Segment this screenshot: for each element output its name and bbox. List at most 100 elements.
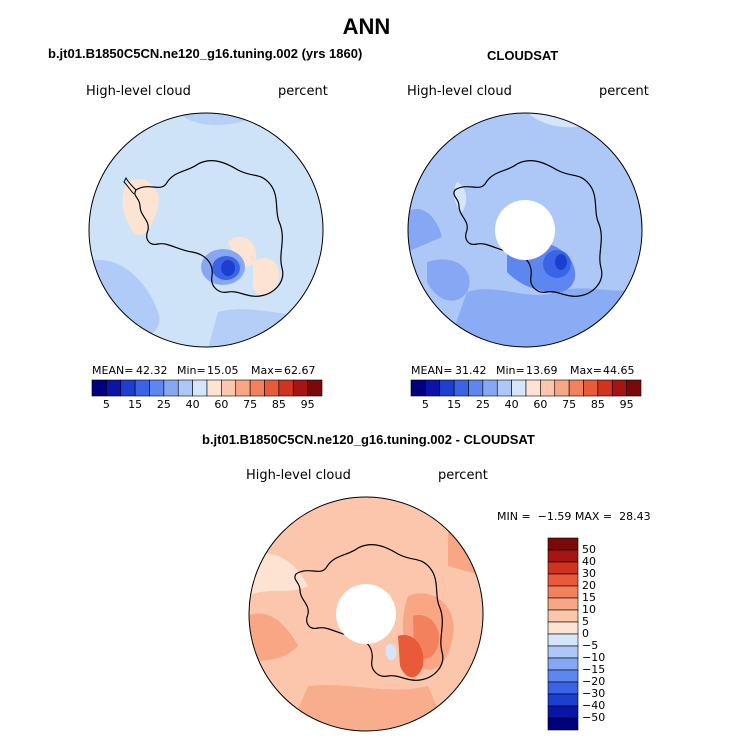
panel-model-title: b.jt01.B1850C5CN.ne120_g16.tuning.002 (y… [48,46,363,61]
colorbar-swatch [264,379,280,397]
panel-model-min: 15.05 [207,364,239,377]
colorbar-swatch [547,669,579,683]
colorbar-tick-label: 10 [582,603,596,616]
colorbar-swatch [177,379,193,397]
colorbar-tick-label: 60 [214,398,229,411]
colorbar-swatch [626,379,642,397]
colorbar-tick-label: −15 [582,663,606,676]
colorbar-swatch [547,585,579,599]
colorbar-swatch [547,609,579,623]
panel-obs-min-label: Min= [496,364,525,377]
colorbar-tick-label: 85 [590,398,605,411]
panel-model-min-label: Min= [177,364,206,377]
panel-obs-min: 13.69 [526,364,558,377]
colorbar-swatch [547,573,579,587]
panel-obs-title: CLOUDSAT [487,48,559,63]
colorbar-swatch [439,379,455,397]
panel-model-mean-label: MEAN= [92,364,134,377]
colorbar-swatch [249,379,265,397]
panel-diff-minmax: MIN = −1.59 MAX = 28.43 [497,510,651,523]
colorbar-swatch [425,379,441,397]
colorbar-tick-label: 50 [582,543,596,556]
panel-diff-units: percent [438,468,488,483]
colorbar-swatch [547,681,579,695]
colorbar-swatch [235,379,251,397]
colorbar-swatch [547,549,579,563]
colorbar-swatch [221,379,237,397]
colorbar-tick-label: 25 [156,398,171,411]
colorbar-swatch [91,379,107,397]
map-diff [248,496,484,732]
panel-obs-units: percent [599,84,649,99]
colorbar-swatch [554,379,570,397]
colorbar-obs-ticks: 5 15 25 40 60 75 85 95 [411,398,641,412]
panel-obs-max-label: Max= [570,364,602,377]
figure-title: ANN [342,14,391,39]
colorbar-tick-label: 60 [533,398,548,411]
colorbar-tick-label: −30 [582,687,606,700]
colorbar-tick-label: −50 [582,711,606,724]
colorbar-swatch [511,379,527,397]
colorbar-swatch [163,379,179,397]
colorbar-tick-label: 5 [102,398,110,411]
colorbar-swatch [120,379,136,397]
colorbar-swatch [547,561,579,575]
colorbar-swatch [547,645,579,659]
colorbar-swatch [496,379,512,397]
panel-model-variable: High-level cloud [86,84,191,99]
panel-diff-title: b.jt01.B1850C5CN.ne120_g16.tuning.002 - … [202,432,535,447]
colorbar-tick-label: 15 [447,398,462,411]
colorbar-swatch [410,379,426,397]
colorbar-tick-label: 30 [582,567,596,580]
colorbar-model [91,379,323,397]
panel-model-mean: 42.32 [136,364,168,377]
colorbar-swatch [149,379,165,397]
colorbar-swatch [106,379,122,397]
colorbar-tick-label: 85 [271,398,286,411]
colorbar-swatch [547,705,579,719]
colorbar-tick-label: 5 [421,398,429,411]
colorbar-swatch [482,379,498,397]
panel-obs-variable: High-level cloud [407,84,512,99]
colorbar-swatch [278,379,294,397]
colorbar-swatch [192,379,208,397]
colorbar-swatch [547,537,579,551]
colorbar-swatch [206,379,222,397]
colorbar-tick-label: 25 [475,398,490,411]
colorbar-tick-label: −10 [582,651,606,664]
colorbar-model-ticks: 5 15 25 40 60 75 85 95 [92,398,322,412]
colorbar-tick-label: 40 [504,398,519,411]
colorbar-swatch [547,621,579,635]
panel-model-max: 62.67 [284,364,316,377]
colorbar-diff-ticks: 50 40 30 20 15 10 5 0 −5 −10 −15 −20 −30 −40 −50 [582,538,622,730]
colorbar-swatch [547,657,579,671]
colorbar-swatch [547,597,579,611]
panel-obs-mean: 31.42 [455,364,487,377]
panel-obs-max: 44.65 [603,364,635,377]
colorbar-swatch [583,379,599,397]
colorbar-swatch [468,379,484,397]
colorbar-swatch [525,379,541,397]
colorbar-swatch [547,633,579,647]
panel-model-max-label: Max= [251,364,283,377]
colorbar-swatch [453,379,469,397]
colorbar-swatch [292,379,308,397]
colorbar-tick-label: 0 [582,627,589,640]
colorbar-swatch [547,693,579,707]
colorbar-swatch [134,379,150,397]
colorbar-tick-label: −5 [582,639,599,652]
colorbar-tick-label: 75 [562,398,577,411]
colorbar-tick-label: 95 [619,398,634,411]
colorbar-tick-label: 5 [582,615,589,628]
colorbar-swatch [611,379,627,397]
map-model [88,112,324,348]
colorbar-tick-label: 40 [582,555,596,568]
colorbar-obs [410,379,642,397]
colorbar-swatch [540,379,556,397]
colorbar-tick-label: −40 [582,699,606,712]
colorbar-swatch [547,717,579,731]
colorbar-tick-label: 15 [128,398,143,411]
colorbar-tick-label: 40 [185,398,200,411]
panel-diff-variable: High-level cloud [246,468,351,483]
colorbar-swatch [307,379,323,397]
